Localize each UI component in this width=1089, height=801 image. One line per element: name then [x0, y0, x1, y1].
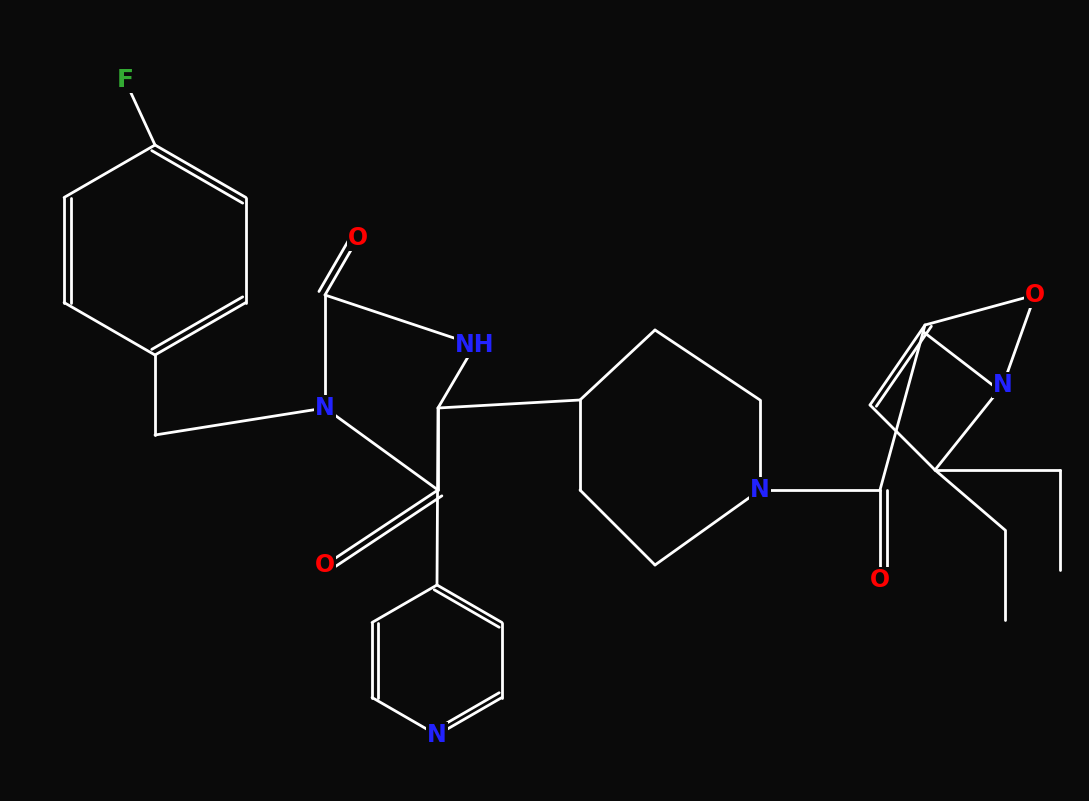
Text: F: F	[117, 68, 134, 92]
Text: O: O	[348, 226, 368, 250]
Text: N: N	[315, 396, 335, 420]
Text: O: O	[870, 568, 890, 592]
Text: NH: NH	[455, 333, 494, 357]
Text: O: O	[315, 553, 335, 577]
Text: N: N	[427, 723, 446, 747]
Text: N: N	[750, 478, 770, 502]
Text: N: N	[993, 373, 1013, 397]
Text: O: O	[1025, 283, 1045, 307]
